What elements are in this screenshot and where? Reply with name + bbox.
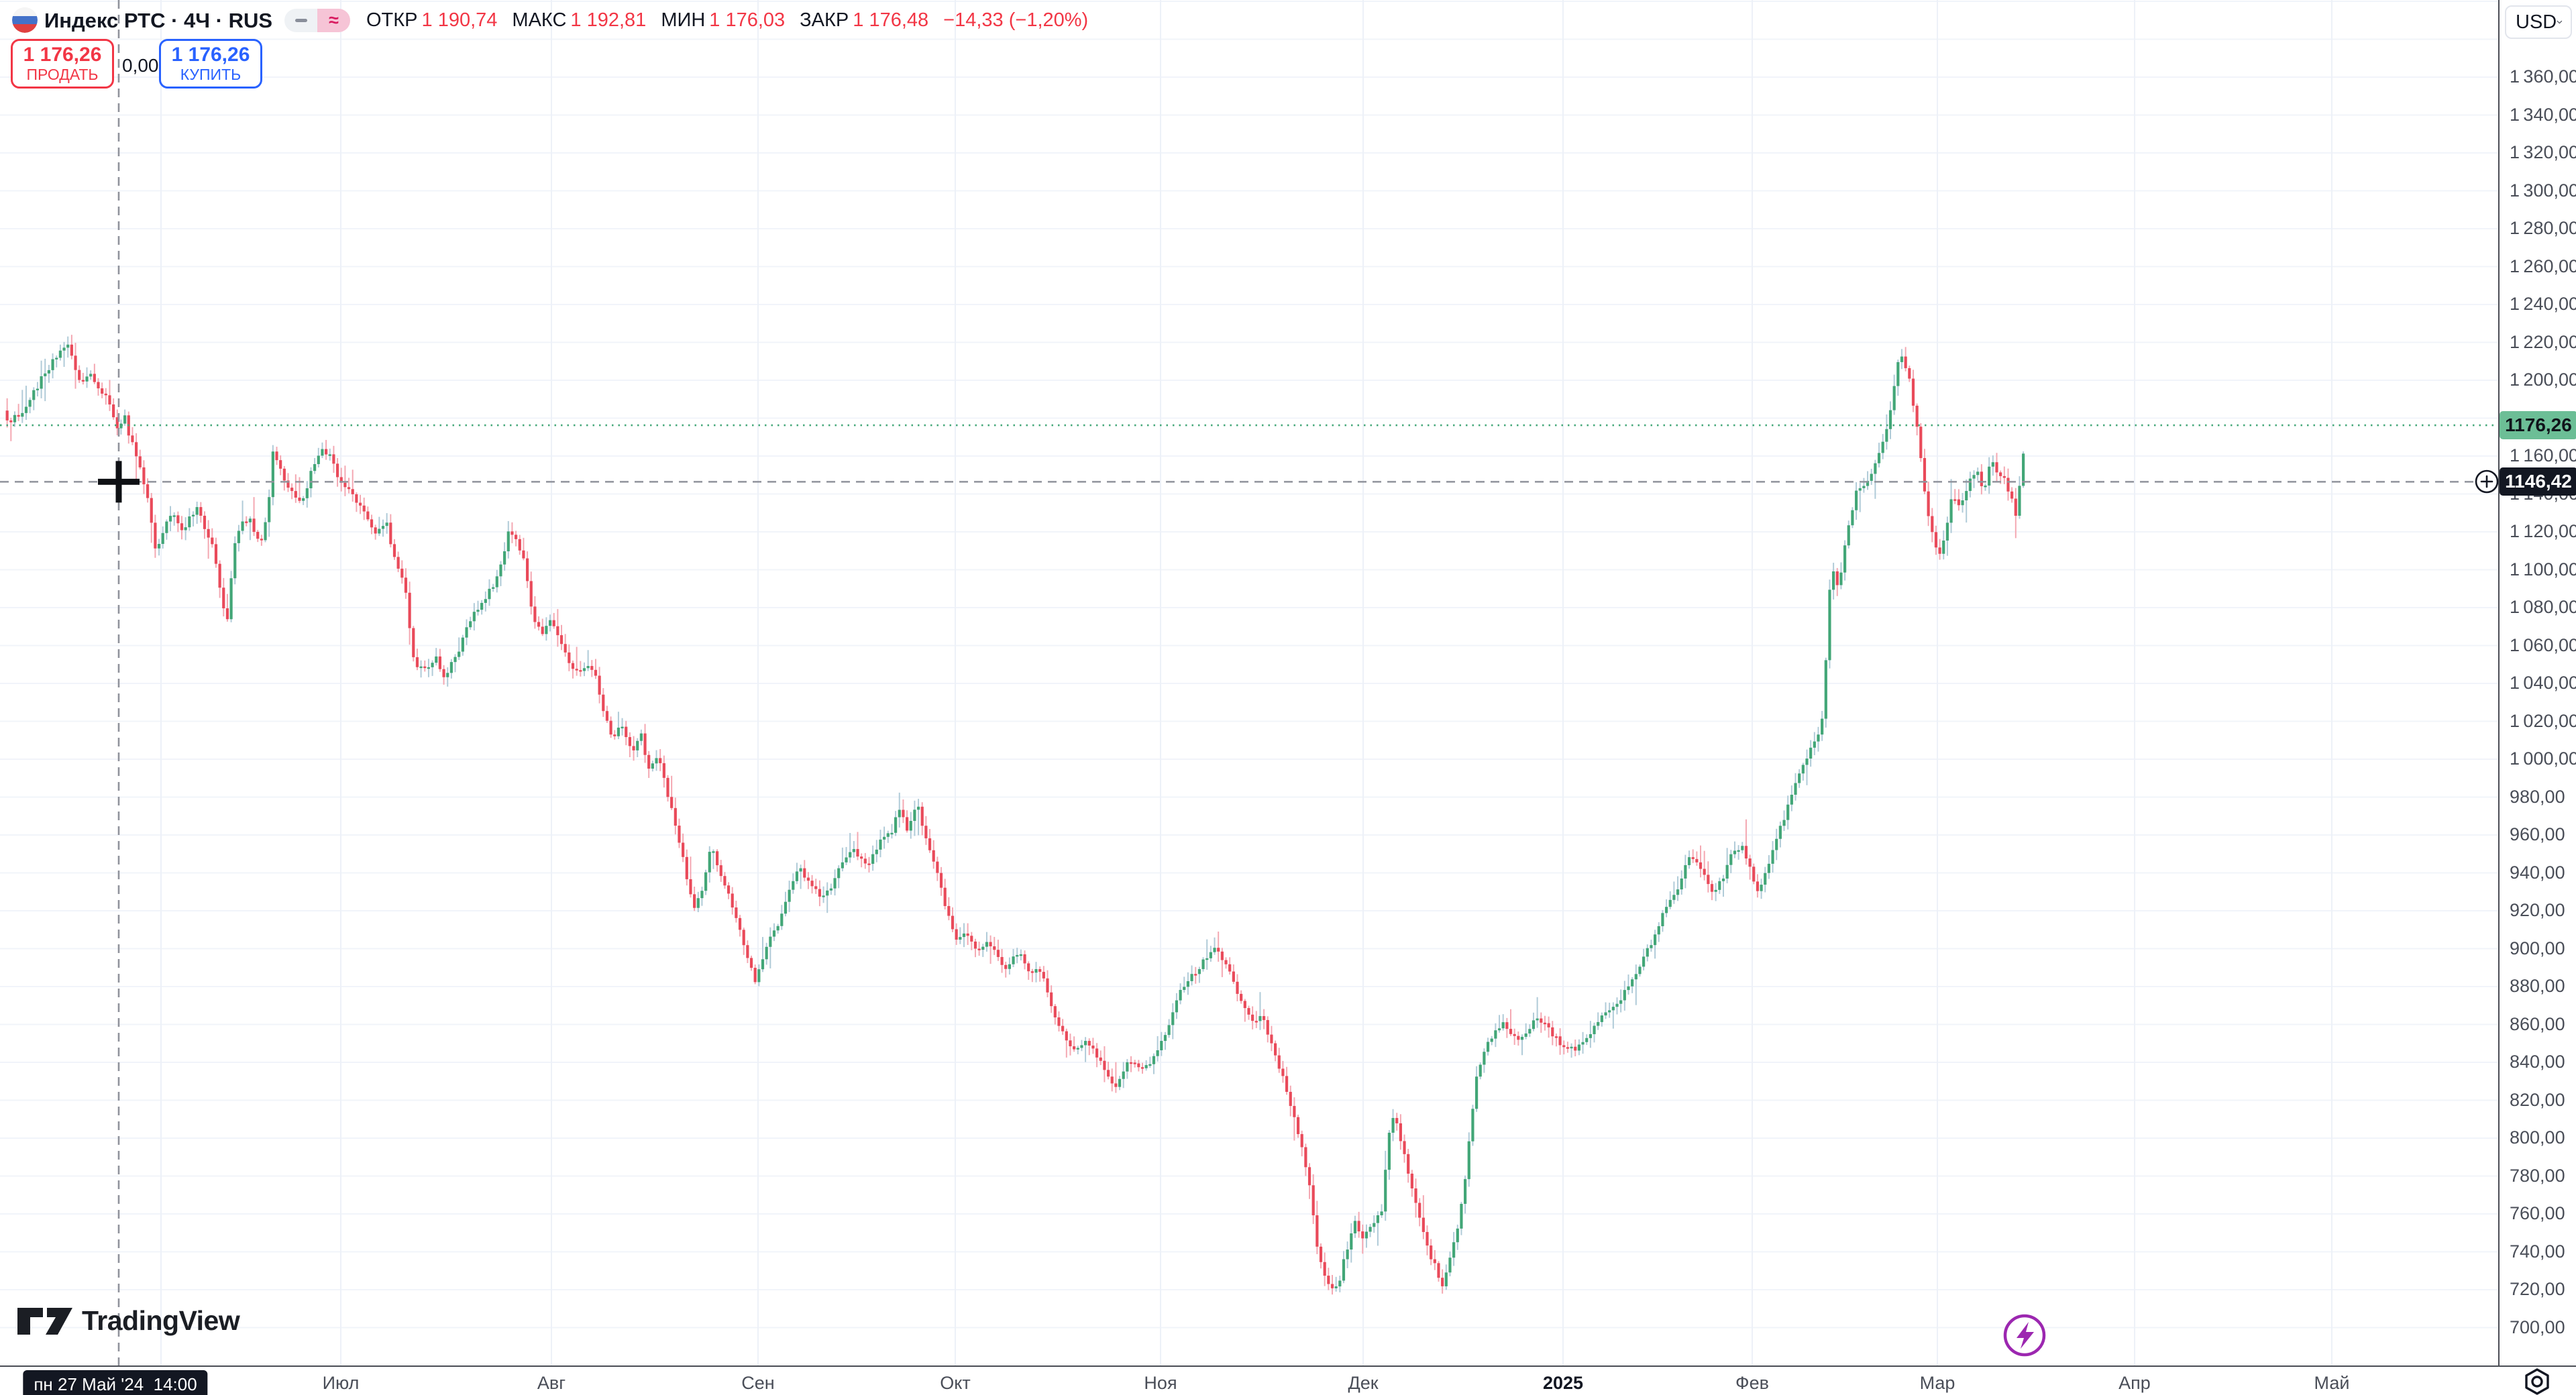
price-tick: 1 260,00 — [2510, 256, 2576, 276]
time-tick: Апр — [2118, 1373, 2151, 1393]
price-tick: 700,00 — [2510, 1317, 2565, 1337]
high-value: 1 192,81 — [570, 9, 647, 31]
price-tick: 1 120,00 — [2510, 521, 2576, 541]
currency-selector[interactable]: USD — [2505, 5, 2572, 39]
price-tick: 1 080,00 — [2510, 597, 2576, 617]
russia-flag-icon — [12, 7, 38, 33]
candlestick-chart[interactable] — [0, 0, 2498, 1365]
delayed-data-icon: ≈ — [317, 9, 350, 32]
price-axis[interactable]: USD 700,00 720,00 740,00 760,00 780,00 800,00… — [2498, 0, 2576, 1395]
chevron-down-icon — [2557, 20, 2563, 24]
sell-label: ПРОДАТЬ — [26, 65, 99, 83]
market-closed-icon — [284, 9, 317, 32]
price-tick: 900,00 — [2510, 938, 2565, 958]
spread-value: 0,00 — [122, 55, 159, 76]
price-tick: 940,00 — [2510, 862, 2565, 883]
lightning-icon[interactable] — [2002, 1313, 2047, 1358]
price-tick: 1 280,00 — [2510, 218, 2576, 238]
price-tick: 920,00 — [2510, 900, 2565, 920]
price-tick: 880,00 — [2510, 976, 2565, 996]
crosshair-date-badge: пн 27 Май '24 14:00 — [23, 1370, 208, 1395]
price-tick: 840,00 — [2510, 1052, 2565, 1072]
time-tick: Фев — [1735, 1373, 1769, 1393]
low-label: МИН — [661, 9, 706, 31]
time-tick: Июл — [322, 1373, 360, 1393]
crosshair-price-badge: 1146,42 — [2500, 467, 2576, 496]
buy-price: 1 176,26 — [171, 44, 250, 66]
price-tick: 1 200,00 — [2510, 370, 2576, 390]
price-tick: 1 360,00 — [2510, 66, 2576, 87]
time-tick: Окт — [940, 1373, 971, 1393]
time-tick: Авг — [537, 1373, 566, 1393]
price-tick: 760,00 — [2510, 1203, 2565, 1223]
time-tick: 2025 — [1542, 1373, 1584, 1393]
close-label: ЗАКР — [800, 9, 849, 31]
time-tick: Дек — [1348, 1373, 1379, 1393]
time-tick: Мар — [1919, 1373, 1955, 1393]
tradingview-logo-text: TradingView — [82, 1305, 240, 1336]
sell-price: 1 176,26 — [23, 44, 102, 66]
tradingview-logo-icon — [17, 1307, 72, 1335]
price-tick: 1 300,00 — [2510, 180, 2576, 201]
price-tick: 1 040,00 — [2510, 673, 2576, 693]
gridlines — [0, 0, 2498, 1365]
price-tick: 800,00 — [2510, 1127, 2565, 1148]
tradingview-logo[interactable]: TradingView — [16, 1305, 240, 1337]
symbol-title[interactable]: Индекс РТС · 4Ч · RUS — [44, 9, 273, 32]
price-tick: 1 220,00 — [2510, 331, 2576, 352]
low-value: 1 176,03 — [709, 9, 786, 31]
price-tick: 780,00 — [2510, 1165, 2565, 1186]
open-label: ОТКР — [366, 9, 418, 31]
price-tick: 820,00 — [2510, 1089, 2565, 1110]
price-tick: 980,00 — [2510, 786, 2565, 807]
time-tick: Май — [2314, 1373, 2350, 1393]
open-value: 1 190,74 — [421, 9, 498, 31]
price-tick: 1 060,00 — [2510, 634, 2576, 655]
price-tick: 960,00 — [2510, 824, 2565, 844]
price-tick: 1 100,00 — [2510, 559, 2576, 579]
time-axis[interactable]: Июл Авг Сен Окт Ноя Дек 2025 Фев Мар Апр Май пн 27… — [0, 1365, 2576, 1395]
ohlc-readout: ОТКР 1 190,74 МАКС 1 192,81 МИН 1 176,03… — [366, 0, 1088, 40]
price-tick: 1 340,00 — [2510, 104, 2576, 125]
price-tick: 1 000,00 — [2510, 748, 2576, 769]
sell-button[interactable]: 1 176,26 ПРОДАТЬ — [11, 39, 114, 89]
buy-button[interactable]: 1 176,26 КУПИТЬ — [159, 39, 262, 89]
add-alert-plus-icon[interactable] — [2474, 469, 2500, 494]
price-tick: 1 160,00 — [2510, 445, 2576, 465]
last-price-badge: 1176,26 — [2500, 411, 2576, 440]
buy-label: КУПИТЬ — [180, 65, 241, 83]
time-tick: Сен — [741, 1373, 775, 1393]
price-tick: 1 020,00 — [2510, 710, 2576, 731]
candles — [5, 335, 2025, 1295]
price-tick: 1 320,00 — [2510, 142, 2576, 162]
time-tick: Ноя — [1144, 1373, 1177, 1393]
crosshair — [0, 0, 2498, 1365]
price-tick: 1 240,00 — [2510, 294, 2576, 314]
price-tick: 720,00 — [2510, 1279, 2565, 1299]
axis-settings-icon[interactable] — [2521, 1367, 2553, 1395]
close-value: 1 176,48 — [853, 9, 929, 31]
currency-label: USD — [2516, 11, 2557, 33]
price-tick: 740,00 — [2510, 1241, 2565, 1262]
change-value: −14,33 (−1,20%) — [943, 9, 1089, 31]
market-status-toggle[interactable]: ≈ — [284, 9, 350, 32]
price-tick: 860,00 — [2510, 1013, 2565, 1034]
high-label: МАКС — [512, 9, 567, 31]
